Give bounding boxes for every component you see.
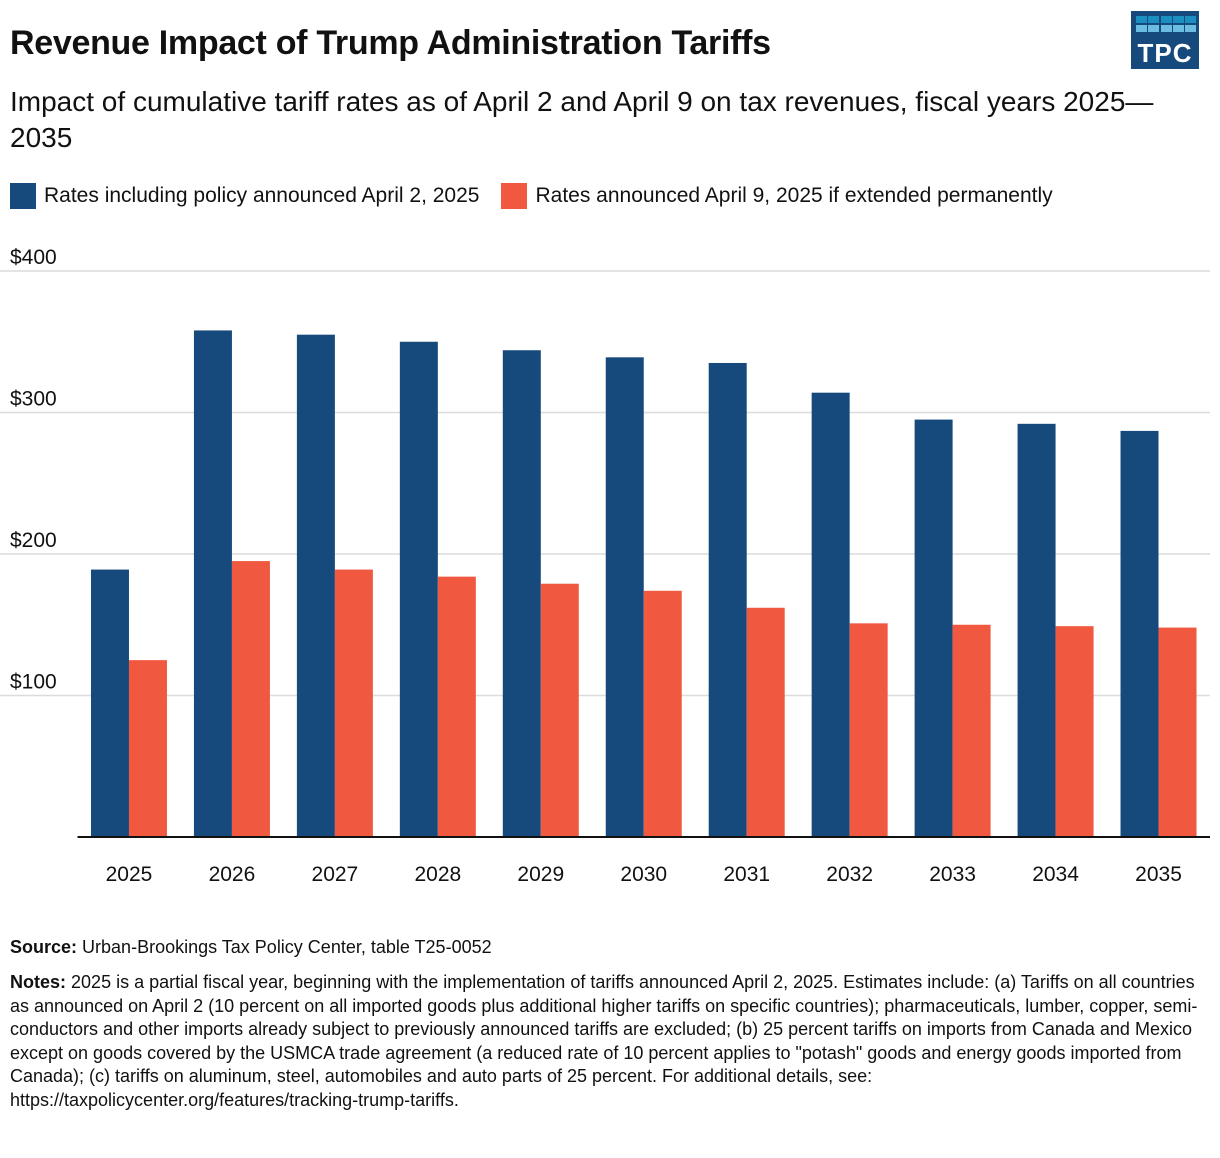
- logo-square: [1172, 16, 1184, 23]
- x-tick-label: 2027: [312, 863, 359, 886]
- bar-april-2-2029: [502, 350, 541, 837]
- bar-april-9-2027: [334, 569, 373, 837]
- notes: Notes: 2025 is a partial fiscal year, be…: [10, 971, 1210, 1112]
- source-label: Source:: [10, 937, 78, 957]
- notes-label: Notes:: [10, 972, 67, 992]
- bar-april-9-2025: [128, 660, 167, 837]
- x-tick-label: 2026: [209, 863, 256, 886]
- legend-label: Rates announced April 9, 2025 if extende…: [535, 184, 1053, 207]
- tpc-logo: TPC: [1131, 11, 1199, 69]
- bar-april-2-2028: [399, 341, 438, 837]
- logo-square: [1185, 16, 1197, 23]
- logo-square: [1148, 16, 1160, 23]
- logo-square: [1136, 16, 1147, 23]
- bar-april-9-2026: [231, 561, 270, 837]
- y-tick-label: $300: [10, 388, 57, 411]
- legend-label: Rates including policy announced April 2…: [44, 184, 480, 207]
- bar-april-9-2035: [1158, 627, 1197, 837]
- x-tick-label: 2025: [106, 863, 153, 886]
- y-tick-label: $200: [10, 529, 57, 552]
- legend-item-april-2: Rates including policy announced April 2…: [10, 183, 479, 209]
- bar-april-2-2026: [193, 330, 232, 837]
- bar-april-2-2033: [914, 419, 953, 837]
- x-tick-label: 2034: [1032, 863, 1079, 886]
- bar-april-2-2025: [90, 569, 129, 837]
- logo-text: TPC: [1137, 38, 1193, 68]
- bar-april-2-2030: [605, 357, 644, 837]
- bar-april-9-2029: [540, 583, 579, 837]
- logo-square: [1160, 25, 1172, 32]
- x-tick-label: 2031: [723, 863, 770, 886]
- bar-april-2-2034: [1017, 423, 1056, 837]
- bar-april-2-2032: [811, 392, 850, 837]
- logo-square: [1172, 25, 1184, 32]
- bar-april-9-2028: [437, 576, 476, 837]
- bar-chart: $100 $200 $300 $400 2025 2026 2027 2028 2029 2030…: [0, 246, 1210, 886]
- bar-april-9-2034: [1055, 626, 1094, 837]
- logo-square: [1185, 25, 1197, 32]
- bar-april-2-2035: [1120, 430, 1159, 837]
- x-tick-label: 2028: [414, 863, 461, 886]
- bar-april-9-2030: [643, 590, 682, 837]
- y-tick-label: $400: [10, 246, 57, 269]
- chart-subtitle: Impact of cumulative tariff rates as of …: [10, 86, 1154, 153]
- legend-swatch-blue: [10, 183, 36, 209]
- legend-item-april-9: Rates announced April 9, 2025 if extende…: [501, 183, 1053, 209]
- bar-april-9-2032: [849, 623, 888, 837]
- logo-square: [1148, 25, 1160, 32]
- bar-april-9-2033: [952, 624, 991, 837]
- legend: Rates including policy announced April 2…: [10, 183, 1075, 209]
- source-note: Source: Urban-Brookings Tax Policy Cente…: [10, 937, 492, 958]
- logo-square: [1160, 16, 1172, 23]
- x-tick-label: 2033: [929, 863, 976, 886]
- source-text: Urban-Brookings Tax Policy Center, table…: [82, 937, 492, 957]
- y-tick-label: $100: [10, 671, 57, 694]
- bar-april-9-2031: [746, 607, 785, 837]
- chart-title: Revenue Impact of Trump Administration T…: [10, 24, 771, 62]
- legend-swatch-red: [501, 183, 528, 209]
- bar-april-2-2027: [296, 334, 335, 837]
- notes-text: 2025 is a partial fiscal year, beginning…: [10, 972, 1198, 1110]
- x-tick-label: 2032: [826, 863, 873, 886]
- bar-april-2-2031: [708, 362, 747, 837]
- x-tick-label: 2035: [1135, 863, 1182, 886]
- x-tick-label: 2029: [517, 863, 564, 886]
- x-tick-label: 2030: [620, 863, 667, 886]
- logo-square: [1136, 25, 1147, 32]
